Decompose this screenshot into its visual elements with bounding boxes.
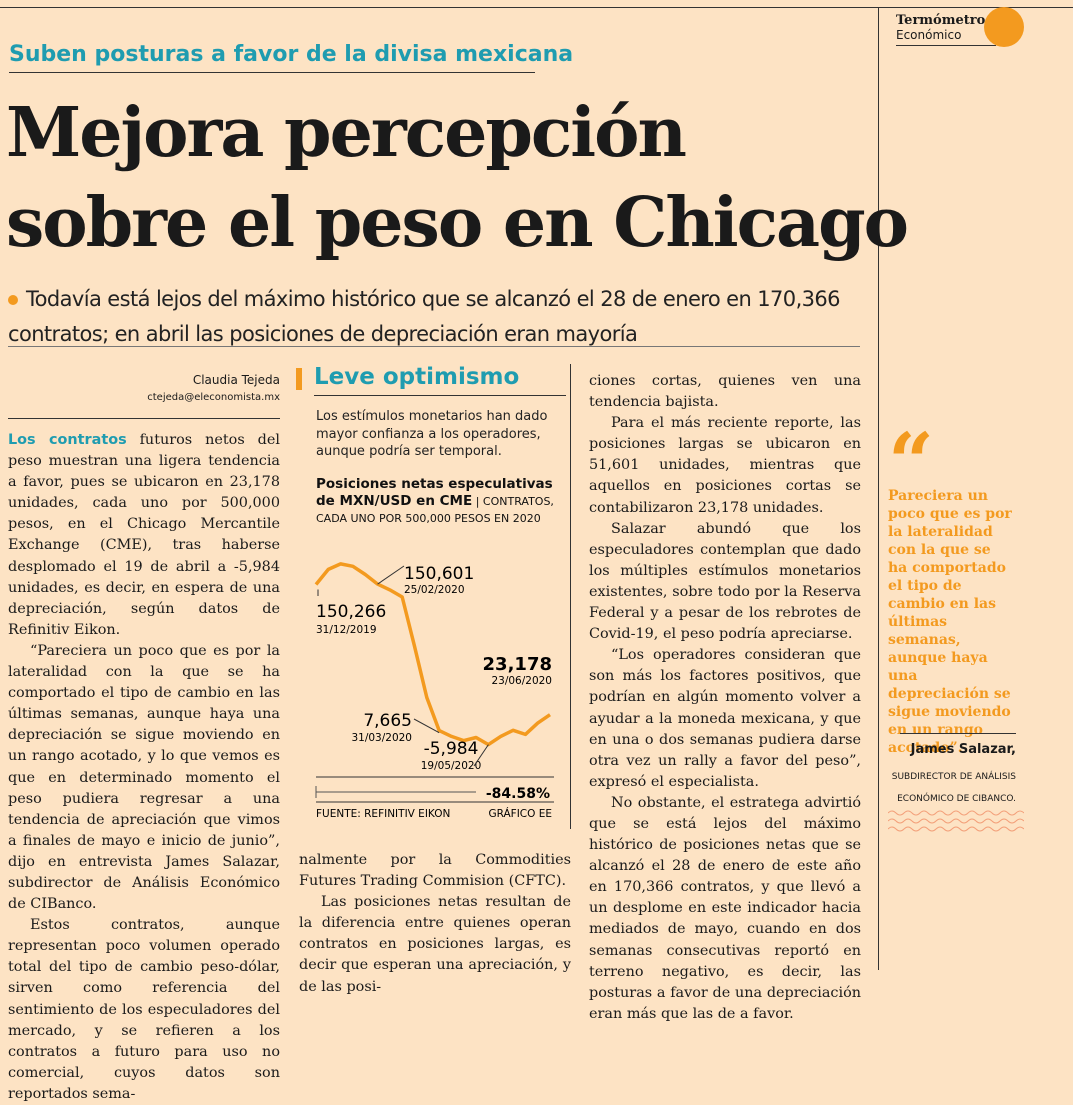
- data-label-date: 19/05/2020: [421, 760, 482, 772]
- byline-email: ctejeda@eleconomista.mx: [147, 392, 280, 403]
- data-label-value: 150,601: [404, 564, 474, 584]
- box-description: Los estímulos monetarios han dado mayor …: [316, 409, 548, 459]
- pull-quote-author: James Salazar,: [910, 742, 1016, 757]
- sidebar-divider: [878, 7, 879, 970]
- chart-title-units: | CONTRATOS, CADA UNO POR 500,000 PESOS …: [316, 495, 554, 525]
- headline-line-1: Mejora percepción: [6, 93, 687, 173]
- data-label-value: 150,266: [316, 602, 386, 622]
- label-leader-line: [413, 718, 440, 734]
- data-label-date: 31/03/2020: [351, 732, 412, 744]
- chart-title-bold: Posiciones netas especulativas de MXN/US…: [316, 476, 553, 509]
- paragraph: nalmente por la Commodities Futures Trad…: [299, 852, 571, 890]
- bullet-icon: [8, 295, 18, 305]
- box-right-border: [570, 364, 571, 829]
- lead-in: Los contratos: [8, 432, 127, 448]
- data-label-value: 7,665: [363, 711, 412, 731]
- infographic-box: Leve optimismo Los estímulos monetarios …: [296, 364, 566, 824]
- pull-quote-rule: [900, 733, 1016, 734]
- paragraph: ciones cortas, quienes ven una tendencia…: [589, 373, 861, 411]
- paragraph: “Los operadores consideran que son más l…: [589, 647, 861, 790]
- kicker: Suben posturas a favor de la divisa mexi…: [9, 42, 574, 67]
- box-title-rule: [314, 395, 566, 396]
- series-line: [314, 562, 551, 747]
- paragraph: No obstante, el estratega advirtió que s…: [589, 794, 861, 1022]
- chart-credit: GRÁFICO EE: [488, 807, 552, 820]
- paragraph: Los contratos futuros netos del peso mue…: [8, 430, 280, 641]
- paragraph: Salazar abundó que los especuladores con…: [589, 520, 861, 643]
- paragraph-text: futuros netos del peso muestran una lige…: [8, 432, 280, 638]
- top-rule: [0, 7, 1073, 8]
- section-logo-rule: [896, 45, 996, 46]
- headline: Mejora percepción sobre el peso en Chica…: [6, 88, 909, 268]
- headline-line-2: sobre el peso en Chicago: [6, 183, 909, 263]
- data-label-date: 31/12/2019: [316, 624, 377, 636]
- chart-source: FUENTE: REFINITIV EIKON: [316, 808, 450, 820]
- column-3: ciones cortas, quienes ven una tendencia…: [589, 371, 861, 1025]
- box-accent-bar: [296, 368, 302, 390]
- section-logo: Termómetro Económico: [896, 13, 986, 43]
- data-label-value: 23,178: [483, 654, 552, 675]
- label-leader-line: [377, 565, 405, 585]
- thermometer-circle-icon: [984, 7, 1024, 47]
- section-logo-line-1: Termómetro: [896, 13, 986, 28]
- decorative-wave: [888, 810, 1024, 832]
- subheadline-text: Todavía está lejos del máximo histórico …: [8, 287, 841, 346]
- byline-author: Claudia Tejeda: [192, 373, 280, 387]
- data-label-date: 23/06/2020: [491, 675, 552, 687]
- byline: Claudia Tejeda ctejeda@eleconomista.mx: [100, 373, 280, 403]
- label-leader-line: [473, 744, 489, 767]
- kicker-underline: [9, 72, 535, 73]
- paragraph: Estos contratos, aunque representan poco…: [8, 917, 280, 1102]
- pull-quote-role: SUBDIRECTOR DE ANÁLISIS ECONÓMICO DE CIB…: [891, 772, 1016, 804]
- column-2: nalmente por la Commodities Futures Trad…: [299, 850, 571, 998]
- data-label-date: 25/02/2020: [404, 584, 465, 596]
- byline-rule: [8, 418, 280, 419]
- paragraph: Las posiciones netas resultan de la dife…: [299, 894, 571, 995]
- paragraph: “Pareciera un poco que es por la lateral…: [8, 642, 280, 913]
- chart-title: Posiciones netas especulativas de MXN/US…: [316, 476, 561, 527]
- column-1: Los contratos futuros netos del peso mue…: [8, 430, 280, 1105]
- quote-mark-icon: “: [888, 415, 935, 509]
- pull-quote: Pareciera un poco que es por la laterali…: [888, 488, 1012, 756]
- change-label: -84.58%: [486, 786, 550, 802]
- subheadline: Todavía está lejos del máximo histórico …: [8, 282, 868, 352]
- data-label-value: -5,984: [424, 739, 479, 759]
- section-logo-line-2: Económico: [896, 28, 962, 42]
- subheadline-rule: [8, 346, 860, 347]
- paragraph: Para el más reciente reporte, las posici…: [589, 415, 861, 516]
- box-title: Leve optimismo: [314, 364, 520, 390]
